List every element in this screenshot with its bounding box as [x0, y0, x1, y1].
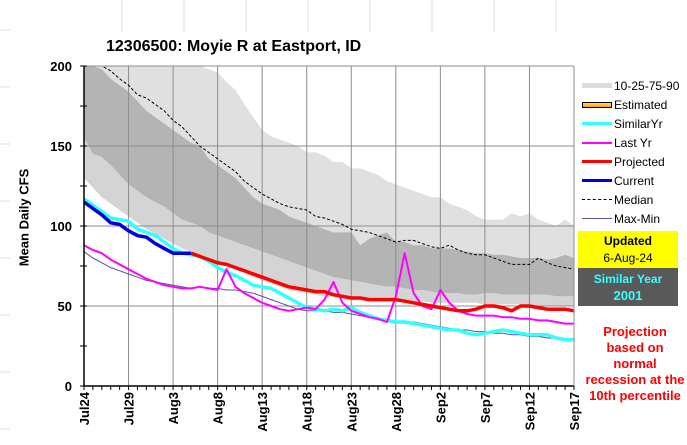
series-line-current	[82, 200, 191, 255]
legend-label: Max-Min	[614, 211, 661, 226]
similar-year-badge: Similar Year 2001	[578, 268, 678, 306]
legend-swatch-median	[582, 199, 612, 200]
legend-label: SimilarYr	[614, 116, 663, 131]
series-line-last-yr	[83, 244, 574, 325]
x-tick-label: Aug23	[344, 392, 359, 432]
band-75-90	[84, 66, 574, 260]
legend-swatch-lastyr	[582, 141, 612, 144]
legend-label: Last Yr	[614, 135, 652, 150]
legend-label: Estimated	[614, 97, 668, 112]
x-tick-label: Aug3	[166, 392, 181, 425]
chart-title: 12306500: Moyie R at Eastport, ID	[106, 38, 362, 55]
updated-date: 6-Aug-24	[603, 251, 653, 265]
series-line-similaryr	[82, 197, 574, 342]
series-line-projected	[190, 251, 575, 313]
legend-item-current: Current	[582, 171, 687, 190]
legend-label: Median	[614, 192, 654, 207]
legend-item-projected: Projected	[582, 152, 687, 171]
x-tick-label: Aug18	[300, 392, 315, 432]
legend-swatch-percentiles	[582, 83, 612, 88]
updated-label: Updated	[604, 234, 652, 248]
x-tick-label: Aug13	[255, 392, 270, 432]
series-lines	[82, 0, 576, 342]
x-tick-label: Jul24	[77, 391, 92, 425]
band-25-75	[84, 66, 574, 297]
projection-note: Projection based on normal recession at …	[585, 324, 685, 403]
similar-year-label: Similar Year	[593, 272, 663, 286]
legend-item-median: Median	[582, 190, 687, 209]
y-tick-label: 150	[50, 139, 72, 154]
legend: 10-25-75-90 Estimated SimilarYr Last Yr …	[582, 76, 687, 228]
x-tick-label: Jul29	[122, 392, 137, 425]
percentile-bands	[84, 66, 574, 306]
y-axis-ticks: 0 50 100 150 200	[50, 59, 87, 394]
legend-swatch-current	[582, 179, 612, 182]
legend-swatch-estimated	[582, 101, 612, 108]
legend-swatch-projected	[582, 160, 612, 163]
legend-item-similaryr: SimilarYr	[582, 114, 687, 133]
x-tick-label: Aug8	[211, 392, 226, 425]
x-tick-label: Sep12	[522, 392, 537, 430]
legend-label: Projected	[614, 154, 665, 169]
legend-swatch-similaryr	[582, 122, 612, 125]
y-axis-label: Mean Daily CFS	[16, 168, 32, 267]
legend-item-estimated: Estimated	[582, 95, 687, 114]
x-axis-ticks: Jul24 Jul29 Aug3 Aug8 Aug13 Aug18 Aug23 Aug28 Se…	[77, 386, 582, 432]
x-tick-label: Sep7	[478, 392, 493, 423]
legend-swatch-maxmin	[582, 218, 612, 219]
legend-label: Current	[614, 173, 655, 188]
x-tick-label: Sep2	[433, 392, 448, 423]
y-tick-label: 50	[58, 299, 72, 314]
y-tick-label: 0	[65, 379, 72, 394]
x-tick-label: Aug28	[389, 392, 404, 432]
similar-year-value: 2001	[613, 288, 643, 303]
x-tick-label: Sep17	[567, 392, 582, 430]
legend-item-percentiles: 10-25-75-90	[582, 76, 687, 95]
y-tick-label: 100	[50, 219, 72, 234]
series-line-median	[84, 65, 575, 270]
updated-badge: Updated 6-Aug-24	[578, 231, 678, 268]
y-tick-label: 200	[50, 59, 72, 74]
band-10-25	[84, 138, 574, 306]
legend-item-lastyr: Last Yr	[582, 133, 687, 152]
legend-label: 10-25-75-90	[614, 78, 680, 93]
legend-item-maxmin: Max-Min	[582, 209, 687, 228]
